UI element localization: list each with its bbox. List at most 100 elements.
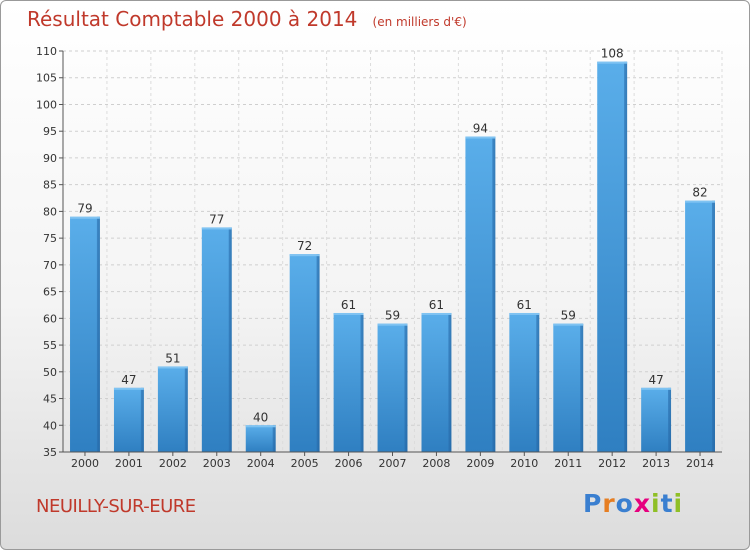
y-tick-label: 40 [43,419,57,432]
x-tick-label: 2011 [554,457,582,470]
bar-top-2000 [70,216,100,219]
logo-letter: P [583,489,603,518]
x-tick-label: 2003 [203,457,231,470]
bar-2011 [553,323,584,452]
bar-2013 [641,387,672,452]
y-tick-label: 105 [36,72,57,85]
bar-shade-2012 [624,61,628,453]
x-tick-label: 2001 [115,457,143,470]
y-tick-label: 60 [43,312,57,325]
y-tick-label: 85 [43,179,57,192]
data-label: 108 [601,47,624,61]
logo-letter: t [660,489,674,518]
bar-2008 [421,312,452,452]
chart-title: Résultat Comptable 2000 à 2014 (en milli… [27,7,467,31]
bar-2010 [509,312,540,452]
y-tick-label: 95 [43,125,57,138]
bar-top-2008 [421,312,452,315]
bar-shade-2011 [580,323,584,452]
logo-letter: x [633,489,651,518]
y-tick-label: 70 [43,259,57,272]
commune-name: NEUILLY-SUR-EURE [36,496,196,517]
y-tick-label: 50 [43,366,57,379]
bar-shade-2003 [228,227,232,452]
data-label: 61 [429,298,444,312]
bar-shade-2010 [536,312,540,452]
y-tick-label: 100 [36,98,57,111]
data-label: 61 [517,298,532,312]
logo-letter: o [615,489,634,518]
y-tick-label: 75 [43,232,57,245]
bar-shade-2002 [184,366,188,452]
data-label: 82 [692,186,707,200]
data-label: 72 [297,239,312,253]
bar-top-2004 [245,425,276,428]
data-label: 77 [209,212,224,226]
bar-2006 [333,312,364,452]
bar-2014 [685,200,715,452]
bar-2012 [597,61,628,453]
bar-shade-2014 [711,200,715,452]
bar-2009 [465,136,496,452]
x-tick-label: 2004 [247,457,275,470]
data-label: 61 [341,298,356,312]
x-tick-label: 2005 [291,457,319,470]
x-tick-label: 2009 [466,457,494,470]
y-tick-label: 55 [43,339,57,352]
x-tick-label: 2007 [379,457,407,470]
x-tick-label: 2014 [686,457,714,470]
y-tick-label: 90 [43,152,57,165]
bar-shade-2006 [360,312,364,452]
bar-2005 [289,254,320,452]
bar-top-2005 [289,254,320,257]
x-tick-label: 2000 [71,457,99,470]
bar-shade-2004 [272,425,276,452]
data-label: 94 [473,122,488,136]
data-label: 51 [165,351,180,365]
logo-letter: i [673,489,684,518]
label-layer: 79 47 51 77 40 72 61 59 61 94 61 59 108 47 82 [77,47,707,425]
data-label: 79 [77,202,92,216]
bar-top-2009 [465,136,496,139]
x-tick-label: 2008 [422,457,450,470]
y-tick-label: 110 [36,45,57,58]
x-tick-label: 2002 [159,457,187,470]
bar-shade-2007 [404,323,408,452]
x-tick-label: 2013 [642,457,670,470]
bar-shade-2001 [140,387,144,452]
data-label: 59 [561,309,576,323]
chart-title-text: Résultat Comptable 2000 à 2014 [27,7,358,31]
data-label: 59 [385,309,400,323]
bar-shade-2008 [448,312,452,452]
bar-2001 [113,387,144,452]
logo-letter: r [602,489,616,518]
proxiti-logo: Proxiti [583,489,683,518]
bar-shade-2005 [316,254,320,452]
logo-letter: i [651,489,661,518]
bar-2000 [70,216,100,452]
y-tick-label: 35 [43,446,57,459]
bar-top-2001 [113,387,144,390]
bar-top-2014 [685,200,715,203]
bar-top-2012 [597,61,628,64]
y-tick-label: 65 [43,286,57,299]
axis-layer: 35 40 45 50 55 60 65 70 75 80 85 90 95 100 105 110 2000 2… [36,45,722,470]
bar-layer [70,61,715,453]
bar-2007 [377,323,408,452]
bar-shade-2000 [96,216,100,452]
y-tick-label: 80 [43,205,57,218]
bar-top-2006 [333,312,364,315]
bar-top-2011 [553,323,584,326]
chart-unit: (en milliers d'€) [372,15,467,29]
bar-shade-2009 [492,136,496,452]
bar-2004 [245,425,276,452]
x-tick-label: 2012 [598,457,626,470]
bar-2003 [201,227,232,452]
bar-shade-2013 [668,387,672,452]
x-tick-label: 2010 [510,457,538,470]
data-label: 40 [253,410,268,424]
bar-top-2002 [157,366,188,369]
x-tick-label: 2006 [335,457,363,470]
